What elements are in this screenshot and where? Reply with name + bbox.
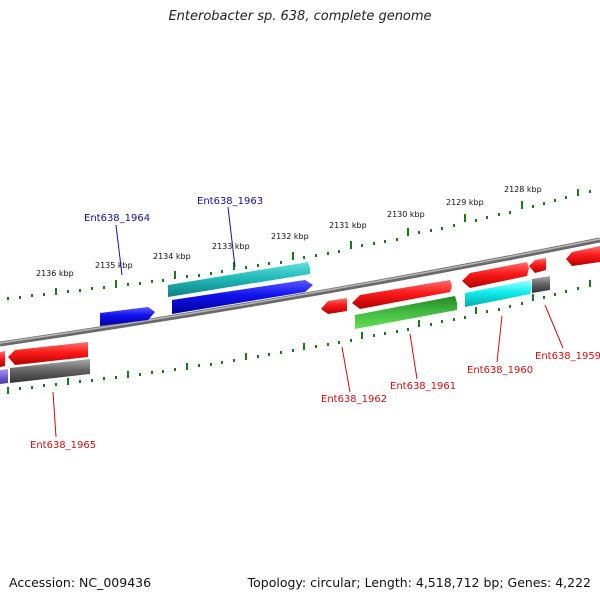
genome-summary-text: Topology: circular; Length: 4,518,712 bp… <box>247 575 591 590</box>
leader-lines <box>52 206 564 438</box>
gene-1960[interactable] <box>465 280 532 307</box>
gene-red-tiny[interactable] <box>529 258 546 273</box>
genome-backbone <box>0 237 600 347</box>
gene-label-1964[interactable]: Ent638_1964 <box>84 213 150 224</box>
tick-label: 2136 kbp <box>36 269 74 278</box>
gene-labels: Ent638_1964 Ent638_1963 Ent638_1965 Ent6… <box>30 196 600 451</box>
lower-tick-ring <box>7 280 591 394</box>
genome-backbone-highlight <box>0 238 600 344</box>
gene-label-1960[interactable]: Ent638_1960 <box>467 365 533 376</box>
forward-strand-genes <box>100 246 600 329</box>
gene-red-edge[interactable] <box>566 246 600 266</box>
kbp-tick-labels: 2128 kbp 2129 kbp 2130 kbp 2131 kbp 2132… <box>36 185 542 278</box>
tick-label: 2128 kbp <box>504 185 542 194</box>
gene-red-small[interactable] <box>321 298 347 314</box>
tick-label: 2131 kbp <box>329 221 367 230</box>
tick-label: 2135 kbp <box>95 261 133 270</box>
gene-1963[interactable] <box>168 262 310 297</box>
gene-label-1961[interactable]: Ent638_1961 <box>390 381 456 392</box>
gene-label-1959[interactable]: Ent638_1959 <box>535 351 600 362</box>
gene-1959[interactable] <box>532 276 550 293</box>
tick-label: 2134 kbp <box>153 252 191 261</box>
gene-red-leftmost[interactable] <box>0 351 5 367</box>
gene-1961-green[interactable] <box>355 296 457 329</box>
left-edge-genes <box>0 342 90 384</box>
gene-red-left[interactable] <box>8 342 88 365</box>
gene-label-1965[interactable]: Ent638_1965 <box>30 440 96 451</box>
tick-label: 2133 kbp <box>212 242 250 251</box>
tick-label: 2132 kbp <box>271 232 309 241</box>
upper-tick-ring <box>7 189 591 300</box>
tick-label: 2129 kbp <box>446 198 484 207</box>
accession-text: Accession: NC_009436 <box>9 575 152 590</box>
gene-1964[interactable] <box>100 307 155 326</box>
gene-1963-blue[interactable] <box>172 280 313 314</box>
gene-red-right[interactable] <box>462 262 529 288</box>
gene-1965[interactable] <box>10 359 90 383</box>
map-title: Enterobacter sp. 638, complete genome <box>168 9 432 24</box>
gene-label-1963[interactable]: Ent638_1963 <box>197 196 263 207</box>
gene-violet[interactable] <box>0 369 8 384</box>
tick-label: 2130 kbp <box>387 210 425 219</box>
gene-1961[interactable] <box>352 280 452 309</box>
gene-label-1962[interactable]: Ent638_1962 <box>321 394 387 405</box>
